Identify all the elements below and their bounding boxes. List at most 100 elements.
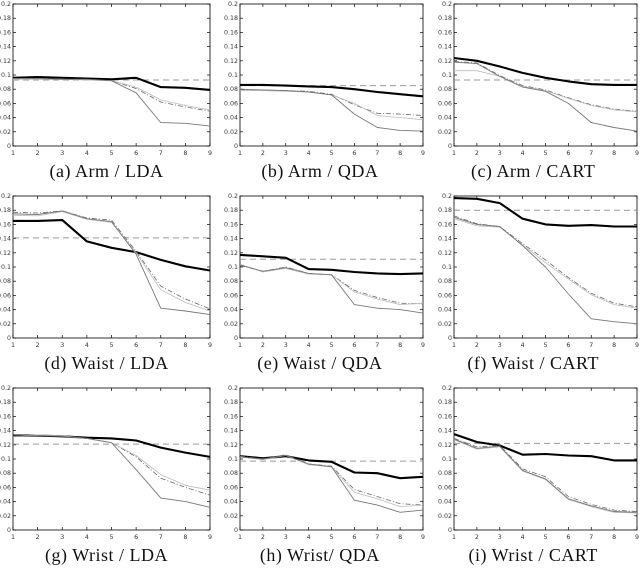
y-tick-label: 0.08 <box>0 470 11 477</box>
plot-frame <box>239 3 424 147</box>
y-axis: 0 0.02 0.04 0.06 0.08 0.1 0.12 0.14 0.16 0.18 0.2 <box>224 193 424 342</box>
y-tick-label: 0.06 <box>0 484 11 491</box>
y-tick-label: 0.12 <box>224 250 238 257</box>
plot-arm-qda: 00.020.040.060.080.10.120.140.160.180.21… <box>224 1 425 157</box>
y-tick-label: 0.2 <box>228 385 238 392</box>
x-tick-label: 4 <box>85 150 89 157</box>
series-dark-gray <box>453 61 637 132</box>
y-tick-label: 0.16 <box>0 221 11 228</box>
x-tick-label: 1 <box>238 150 242 157</box>
series-thick-black <box>453 197 637 228</box>
y-axis: 0 0.02 0.04 0.06 0.08 0.1 0.12 0.14 0.16 0.18 0.2 <box>0 385 210 534</box>
plot-arm-cart: 00.020.040.060.080.10.120.140.160.180.21… <box>438 1 639 157</box>
y-tick-label: 0 <box>234 527 238 534</box>
x-tick-label: 2 <box>475 534 479 541</box>
x-tick-label: 9 <box>208 534 212 541</box>
x-tick-label: 3 <box>284 342 288 349</box>
x-tick-label: 3 <box>60 150 64 157</box>
x-tick-label: 9 <box>208 150 212 157</box>
series-thick-black <box>13 219 211 272</box>
x-tick-label: 2 <box>36 534 40 541</box>
y-tick-label: 0.12 <box>438 58 452 65</box>
x-axis: 1 2 3 4 5 6 7 8 9 <box>238 388 425 541</box>
y-tick-label: 0.02 <box>438 513 452 520</box>
x-axis: 1 2 3 4 5 6 7 8 9 <box>11 388 212 541</box>
y-tick-label: 0.12 <box>0 58 11 65</box>
plot-waist-qda: 00.020.040.060.080.10.120.140.160.180.21… <box>224 193 425 349</box>
caption-waist-lda: (d) Waist / LDA <box>44 353 169 373</box>
y-axis: 0 0.02 0.04 0.06 0.08 0.1 0.12 0.14 0.16 0.18 0.2 <box>438 193 637 342</box>
x-tick-label: 9 <box>635 150 639 157</box>
y-tick-label: 0.16 <box>438 413 452 420</box>
y-tick-label: 0.08 <box>224 278 238 285</box>
x-tick-label: 7 <box>159 342 163 349</box>
x-tick-label: 4 <box>307 534 311 541</box>
y-tick-label: 0.08 <box>0 86 11 93</box>
x-tick-label: 2 <box>261 342 265 349</box>
series-thick-black <box>453 56 637 86</box>
x-tick-label: 3 <box>284 150 288 157</box>
y-tick-label: 0.12 <box>0 250 11 257</box>
y-tick-label: 0.18 <box>224 207 238 214</box>
y-tick-label: 0.1 <box>228 264 238 271</box>
x-tick-label: 7 <box>159 534 163 541</box>
y-tick-label: 0.06 <box>438 100 452 107</box>
subplot-waist-cart: 0 0.02 0.04 0.06 0.08 0.1 0.12 0.14 0.16 0.18 0.2 1… <box>427 192 640 384</box>
x-tick-label: 8 <box>183 534 187 541</box>
x-tick-label: 4 <box>85 342 89 349</box>
subplot-arm-cart: 0 0.02 0.04 0.06 0.08 0.1 0.12 0.14 0.16 0.18 0.2 1… <box>427 0 640 192</box>
caption-wrist-lda: (g) Wrist / LDA <box>45 545 168 565</box>
x-tick-label: 7 <box>159 150 163 157</box>
x-tick-label: 6 <box>134 534 138 541</box>
series-dashdot-gray <box>453 61 637 112</box>
caption-wrist-cart: (i) Wrist / CART <box>468 545 598 565</box>
y-tick-label: 0.04 <box>0 115 11 122</box>
y-tick-label: 0.2 <box>1 193 11 200</box>
plot-frame <box>12 387 211 531</box>
x-tick-label: 9 <box>208 342 212 349</box>
series-thick-black <box>13 434 211 458</box>
y-tick-label: 0.1 <box>1 456 11 463</box>
plot-wrist-lda: 00.020.040.060.080.10.120.140.160.180.21… <box>0 385 212 541</box>
y-tick-label: 0.08 <box>224 86 238 93</box>
series-light-gray <box>240 455 424 507</box>
series-thick-black <box>12 76 211 91</box>
y-tick-label: 0.14 <box>224 44 238 51</box>
x-axis: 1 2 3 4 5 6 7 8 9 <box>452 196 639 349</box>
y-tick-label: 0.04 <box>224 115 238 122</box>
x-tick-label: 3 <box>60 534 64 541</box>
y-tick-label: 0.02 <box>438 129 452 136</box>
x-axis: 1 2 3 4 5 6 7 8 9 <box>11 196 212 349</box>
caption-arm-qda: (b) Arm / QDA <box>261 161 379 181</box>
x-tick-label: 9 <box>635 342 639 349</box>
plot-wrist-cart: 00.020.040.060.080.10.120.140.160.180.21… <box>438 385 639 541</box>
plot-waist-lda: 00.020.040.060.080.10.120.140.160.180.21… <box>0 193 212 349</box>
y-tick-label: 0.14 <box>438 44 452 51</box>
x-tick-label: 5 <box>330 342 334 349</box>
y-tick-label: 0.12 <box>0 442 11 449</box>
x-tick-label: 3 <box>284 534 288 541</box>
y-tick-label: 0 <box>234 335 238 342</box>
y-tick-label: 0.06 <box>438 484 452 491</box>
y-axis: 0 0.02 0.04 0.06 0.08 0.1 0.12 0.14 0.16 0.18 0.2 <box>0 1 210 150</box>
x-tick-label: 5 <box>330 150 334 157</box>
x-tick-label: 7 <box>589 150 593 157</box>
caption-wrist-qda: (h) Wrist/ QDA <box>259 545 380 565</box>
x-tick-label: 6 <box>566 534 570 541</box>
y-tick-label: 0.2 <box>442 1 452 8</box>
y-tick-label: 0.06 <box>224 100 238 107</box>
x-tick-label: 8 <box>398 342 402 349</box>
y-tick-label: 0.18 <box>0 399 11 406</box>
y-tick-label: 0.04 <box>224 499 238 506</box>
y-tick-label: 0.2 <box>442 385 452 392</box>
x-tick-label: 4 <box>307 342 311 349</box>
y-tick-label: 0 <box>7 527 11 534</box>
x-tick-label: 7 <box>589 534 593 541</box>
y-tick-label: 0.12 <box>438 442 452 449</box>
y-tick-label: 0.16 <box>438 221 452 228</box>
y-tick-label: 0.02 <box>224 129 238 136</box>
x-tick-label: 8 <box>612 534 616 541</box>
y-tick-label: 0.14 <box>224 428 238 435</box>
series-dark-gray <box>13 78 211 127</box>
plot-waist-cart: 00.020.040.060.080.10.120.140.160.180.21… <box>438 193 639 349</box>
